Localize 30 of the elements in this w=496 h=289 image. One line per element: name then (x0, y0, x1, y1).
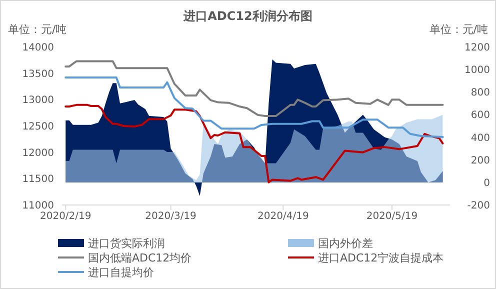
y2-tick-label: 200 (470, 155, 490, 166)
y2-tick-label: 600 (470, 110, 490, 122)
legend-label: 国内外价差 (318, 236, 373, 250)
chart-title: 进口ADC12利润分布图 (182, 9, 312, 23)
y2-tick-label: -200 (467, 200, 490, 212)
y2-tick-label: 1000 (464, 65, 490, 76)
y2-tick-label: 400 (470, 132, 490, 144)
line-series (64, 60, 444, 117)
line-series (64, 104, 444, 184)
y-tick-label: 14000 (22, 42, 54, 54)
x-tick-label: 2020/5/19 (366, 211, 418, 222)
y-tick-label: 12000 (22, 148, 54, 159)
legend-label: 进口自提均价 (88, 266, 154, 279)
legend-label: 进口ADC12宁波自提成本 (318, 251, 444, 264)
x-tick-label: 2020/3/19 (145, 211, 196, 222)
legend-label: 国内低端ADC12均价 (88, 251, 192, 264)
x-tick-label: 2020/4/19 (258, 211, 309, 222)
y2-tick-label: 1200 (464, 42, 490, 54)
y-tick-label: 12500 (22, 122, 54, 132)
y2-axis-title: 单位：元/吨 (429, 23, 488, 36)
y-tick-label: 13000 (22, 95, 54, 106)
y2-tick-label: 800 (470, 88, 490, 99)
y-axis-title: 单位：元/吨 (8, 23, 67, 36)
y-tick-label: 11000 (22, 200, 54, 212)
legend-label: 进口货实际利润 (88, 236, 165, 250)
y2-tick-label: 0 (484, 178, 490, 189)
y-tick-label: 13500 (22, 68, 54, 80)
x-tick-label: 2020/2/19 (40, 211, 92, 222)
y-tick-label: 11500 (22, 174, 54, 186)
line-series (64, 76, 444, 138)
